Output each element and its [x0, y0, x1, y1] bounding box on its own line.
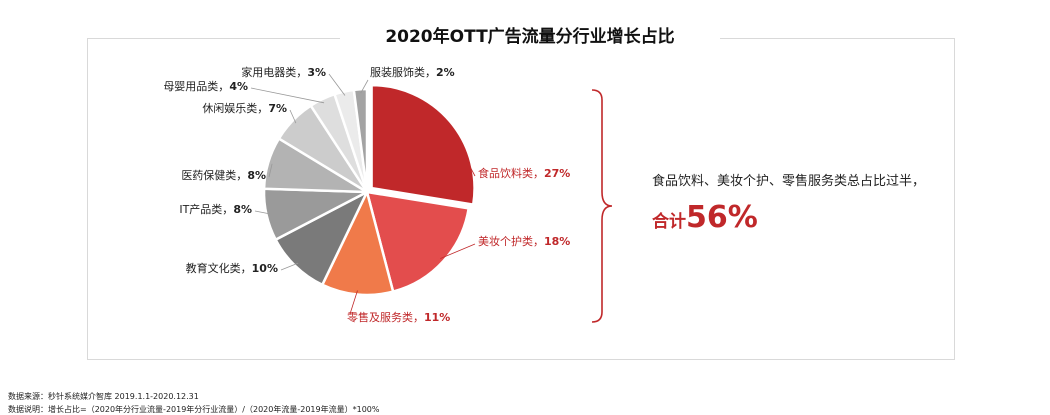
slice-label: 零售及服务类，11% [347, 310, 450, 324]
pie-slice [365, 190, 471, 294]
summary-text: 食品饮料、美妆个护、零售服务类总占比过半， [652, 174, 926, 189]
slice-label: 教育文化类，10% [186, 261, 278, 275]
slice-label: IT产品类，8% [179, 202, 252, 216]
slice-label: 休闲娱乐类，7% [202, 101, 287, 115]
slice-label: 服装服饰类，2% [370, 65, 455, 79]
summary-total-prefix: 合计 [652, 212, 686, 232]
pie-slice [352, 87, 369, 193]
slice-label: 医药保健类，8% [181, 168, 266, 182]
leader-line [289, 109, 297, 124]
leader-line [446, 123, 476, 177]
leader-line [254, 210, 271, 215]
data-definition-note: 数据说明：增长占比=（2020年分行业流量-2019年分行业流量）/（2020年… [8, 405, 380, 414]
chart-title: 2020年OTT广告流量分行业增长占比 [340, 24, 720, 50]
leader-line [360, 79, 369, 94]
leader-line [328, 73, 346, 96]
leader-line [349, 290, 358, 315]
summary-bracket [591, 89, 613, 323]
pie-slice [370, 83, 476, 206]
slice-label: 家用电器类，3% [241, 65, 326, 79]
leader-line [268, 163, 273, 178]
leader-line [280, 262, 299, 271]
slice-label: 食品饮料类，27% [478, 166, 570, 180]
slice-label: 母婴用品类，4% [163, 79, 248, 93]
summary-total: 合计56% [652, 200, 758, 235]
slice-label: 美妆个护类，18% [478, 234, 570, 248]
summary-total-value: 56% [686, 200, 758, 235]
pie-slice [320, 188, 395, 297]
leader-line [440, 243, 476, 259]
leader-line [250, 87, 325, 104]
data-source-note: 数据来源：秒针系统媒介智库 2019.1.1-2020.12.31 [8, 392, 199, 401]
